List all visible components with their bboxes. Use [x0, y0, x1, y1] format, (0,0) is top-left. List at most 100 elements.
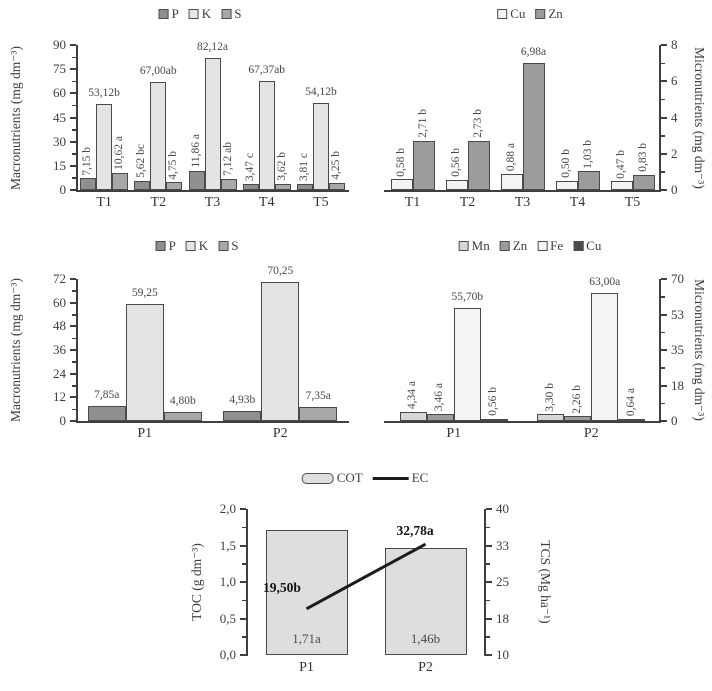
axis-minor-tick: [661, 402, 665, 405]
y-axis-line: [76, 45, 78, 191]
bar-K-P2: [261, 282, 300, 421]
bar-value-label-P-T1: 7,15 b: [81, 146, 94, 176]
bar-value-label-COT-P1: 1,71a: [292, 631, 321, 646]
bar-value-label-P-T3: 11,86 a: [189, 134, 202, 168]
legend-swatch-icon-P: [155, 241, 166, 251]
bar-value-label-P-T5: 3,81 c: [297, 152, 310, 181]
y-tick-label: 60: [53, 85, 66, 101]
legend: Cu Zn: [497, 6, 563, 22]
y-tick-label: 15: [53, 157, 66, 173]
y-tick-label: 90: [53, 37, 66, 52]
y-tick-label: 1,5: [219, 537, 236, 553]
y-tick-label: 36: [53, 342, 66, 357]
y-tick-label: 0: [59, 182, 67, 197]
bar-value-label-Zn-T5: 0,83 b: [636, 143, 649, 172]
y-axis-line: [246, 509, 248, 656]
legend-item-Cu: Cu: [573, 238, 601, 254]
bar-value-label-Cu-T4: 0,50 b: [559, 149, 572, 178]
y-tick-label: 35: [671, 342, 684, 357]
legend-item-Mn: Mn: [458, 238, 490, 254]
category-label-T5: T5: [624, 195, 641, 210]
bar-value-label-S-T3: 7,12 ab: [221, 141, 234, 176]
y-axis-title: TCS (Mg ha⁻¹): [538, 540, 553, 624]
axis-minor-tick: [486, 636, 490, 638]
bar-Fe-P1: [453, 308, 481, 421]
bar-P-T3: [188, 170, 205, 190]
axis-tick: [70, 325, 76, 328]
bar-value-label-K-T5: 54,12b: [305, 85, 337, 98]
bar-value-label-S-P2: 7,35a: [305, 389, 331, 402]
legend-item-S: S: [218, 238, 238, 254]
axis-tick: [240, 581, 246, 583]
axis-minor-tick: [661, 331, 665, 334]
bar-Mn-P1: [399, 412, 427, 421]
legend-item-Zn: Zn: [499, 238, 527, 254]
category-label-P2: P2: [418, 660, 433, 675]
axis-tick: [70, 68, 76, 71]
legend-item-COT: COT: [301, 470, 363, 486]
legend-swatch-icon-Zn: [535, 9, 546, 19]
axis-minor-tick: [72, 129, 76, 131]
axis-minor-tick: [72, 314, 76, 316]
axis-minor-tick: [486, 599, 490, 602]
legend-label-Zn: Zn: [548, 6, 563, 21]
bar-value-label-Mn-P1: 4,34 a: [406, 381, 419, 410]
axis-minor-tick: [242, 636, 246, 638]
legend-label-K: K: [198, 238, 209, 253]
axis-tick: [661, 384, 667, 387]
axis-tick: [70, 116, 76, 119]
axis-minor-tick: [72, 80, 76, 83]
category-label-T4: T4: [258, 195, 275, 210]
category-label-T1: T1: [404, 195, 421, 210]
y-axis-line: [659, 279, 661, 422]
legend-swatch-icon-S: [218, 241, 229, 251]
y-tick-label: 75: [53, 61, 66, 77]
legend-label-Cu: Cu: [510, 6, 526, 21]
y-axis-title: Macronutrients (mg dm⁻³): [8, 45, 23, 190]
category-label-T1: T1: [96, 195, 112, 210]
bar-P-P1: [87, 405, 126, 421]
bar-Cu-T2: [445, 179, 468, 190]
axis-tick: [70, 372, 76, 375]
bar-K-T4: [258, 81, 275, 190]
axis-minor-tick: [661, 98, 665, 101]
bar-Zn-P1: [426, 413, 454, 421]
y-tick-label: 45: [53, 109, 66, 125]
axis-tick: [70, 349, 76, 351]
y-tick-label: 48: [53, 318, 66, 334]
bar-Zn-T3: [522, 63, 545, 190]
bar-value-label-Cu-P2: 0,64 a: [624, 387, 637, 416]
bar-K-T5: [312, 102, 329, 190]
axis-tick: [240, 617, 246, 620]
bar-K-T3: [204, 57, 221, 190]
bar-value-label-P-T2: 5,62 bc: [135, 144, 148, 178]
y-tick-label: 24: [53, 365, 66, 381]
y-axis-title: Micronutrients (mg dm⁻³): [692, 279, 707, 421]
category-label-P1: P1: [299, 660, 314, 675]
bar-value-label-Fe-P1: 55,70b: [451, 291, 484, 303]
axis-tick: [70, 92, 76, 95]
line-point-label-EC-P1: 19,50b: [263, 579, 301, 595]
bar-S-T3: [220, 178, 237, 190]
axis-minor-tick: [661, 367, 665, 369]
legend-bar-icon-COT: [301, 472, 334, 484]
legend-item-P: P: [158, 6, 179, 22]
y-tick-label: 2: [671, 145, 678, 161]
axis-tick: [70, 420, 76, 422]
legend-swatch-icon-K: [185, 241, 196, 251]
axis-minor-tick: [242, 526, 246, 529]
axis-tick: [70, 189, 76, 191]
bar-value-label-Cu-T1: 0,58 b: [394, 147, 407, 177]
y-axis-title: Micronutrients (mg dm⁻³): [692, 46, 707, 189]
bar-S-T2: [166, 182, 183, 190]
bar-value-label-S-P1: 4,80b: [169, 394, 196, 407]
axis-tick: [70, 396, 76, 399]
category-label-T3: T3: [514, 195, 531, 210]
bar-Cu-T3: [500, 174, 523, 190]
y-axis-line: [659, 45, 661, 191]
bar-value-label-Cu-T5: 0,47 b: [614, 149, 627, 179]
axis-tick: [240, 508, 246, 510]
axis-minor-tick: [72, 361, 76, 363]
axis-minor-tick: [661, 62, 665, 65]
